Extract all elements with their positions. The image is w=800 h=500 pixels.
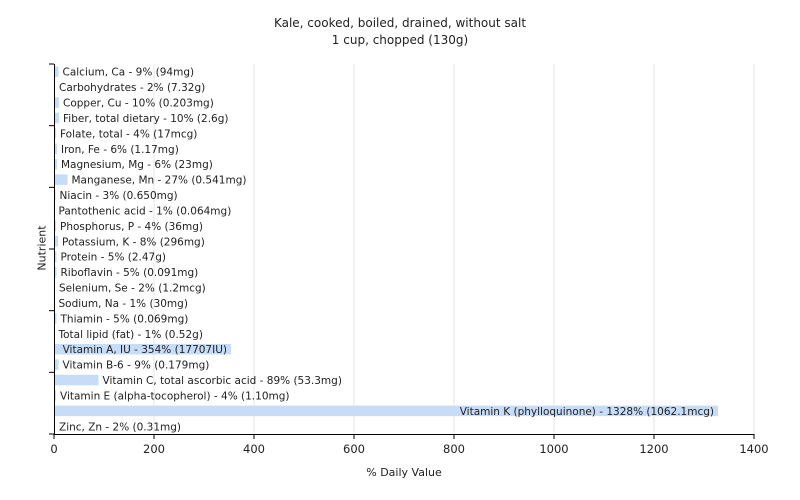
bar-12 <box>54 251 57 262</box>
bar-label-7: Manganese, Mn - 27% (0.541mg) <box>72 175 247 187</box>
bar-19 <box>54 359 59 370</box>
bar-label-5: Iron, Fe - 6% (1.17mg) <box>61 144 179 156</box>
bar-label-1: Carbohydrates - 2% (7.32g) <box>59 82 205 94</box>
bar-label-3: Fiber, total dietary - 10% (2.6g) <box>63 113 228 125</box>
x-tick-label-7: 1400 <box>739 442 768 456</box>
bar-11 <box>54 236 58 247</box>
bar-label-2: Copper, Cu - 10% (0.203mg) <box>63 98 214 110</box>
bar-2 <box>54 97 59 108</box>
bar-label-4: Folate, total - 4% (17mcg) <box>60 128 197 140</box>
bar-label-15: Sodium, Na - 1% (30mg) <box>59 298 188 310</box>
bar-6 <box>54 158 57 170</box>
bar-3 <box>54 112 59 124</box>
bar-5 <box>54 143 57 155</box>
bar-22 <box>54 405 718 417</box>
bar-label-21: Vitamin E (alpha-tocopherol) - 4% (1.10m… <box>60 390 290 402</box>
bar-label-16: Thiamin - 5% (0.069mg) <box>60 313 189 325</box>
bar-label-9: Pantothenic acid - 1% (0.064mg) <box>59 205 232 217</box>
chart-subtitle: 1 cup, chopped (130g) <box>331 33 469 47</box>
bar-label-14: Selenium, Se - 2% (1.2mcg) <box>59 283 206 295</box>
chart-title: Kale, cooked, boiled, drained, without s… <box>273 16 527 30</box>
x-tick-label-3: 600 <box>343 442 365 456</box>
bar-label-10: Phosphorus, P - 4% (36mg) <box>60 221 203 233</box>
bar-18 <box>54 343 231 355</box>
y-axis-label: Nutrient <box>35 225 49 271</box>
x-tick-label-1: 200 <box>143 442 165 456</box>
bar-label-8: Niacin - 3% (0.650mg) <box>60 190 178 202</box>
bar-label-6: Magnesium, Mg - 6% (23mg) <box>61 159 213 171</box>
x-tick-label-2: 400 <box>243 442 265 456</box>
bar-label-18: Vitamin A, IU - 354% (17707IU) <box>63 344 227 356</box>
bar-label-19: Vitamin B-6 - 9% (0.179mg) <box>63 360 210 372</box>
plot-background <box>54 64 754 434</box>
bar-7 <box>54 174 68 185</box>
x-tick-label-5: 1000 <box>539 442 568 456</box>
bar-label-11: Potassium, K - 8% (296mg) <box>62 236 205 248</box>
x-tick-label-0: 0 <box>50 442 57 456</box>
bar-label-20: Vitamin C, total ascorbic acid - 89% (53… <box>103 375 342 387</box>
bar-label-17: Total lipid (fat) - 1% (0.52g) <box>58 329 203 341</box>
x-axis-label: % Daily Value <box>366 466 442 479</box>
x-tick-label-4: 800 <box>443 442 465 456</box>
bar-label-12: Protein - 5% (2.47g) <box>61 252 167 264</box>
bar-0 <box>54 66 59 77</box>
bar-label-23: Zinc, Zn - 2% (0.31mg) <box>59 421 181 433</box>
bar-label-13: Riboflavin - 5% (0.091mg) <box>61 267 199 279</box>
x-tick-label-6: 1200 <box>639 442 668 456</box>
bar-16 <box>54 313 57 324</box>
bar-20 <box>54 374 99 386</box>
bar-label-0: Calcium, Ca - 9% (94mg) <box>63 67 195 79</box>
bar-label-22: Vitamin K (phylloquinone) - 1328% (1062.… <box>460 406 714 418</box>
bar-13 <box>54 266 57 278</box>
